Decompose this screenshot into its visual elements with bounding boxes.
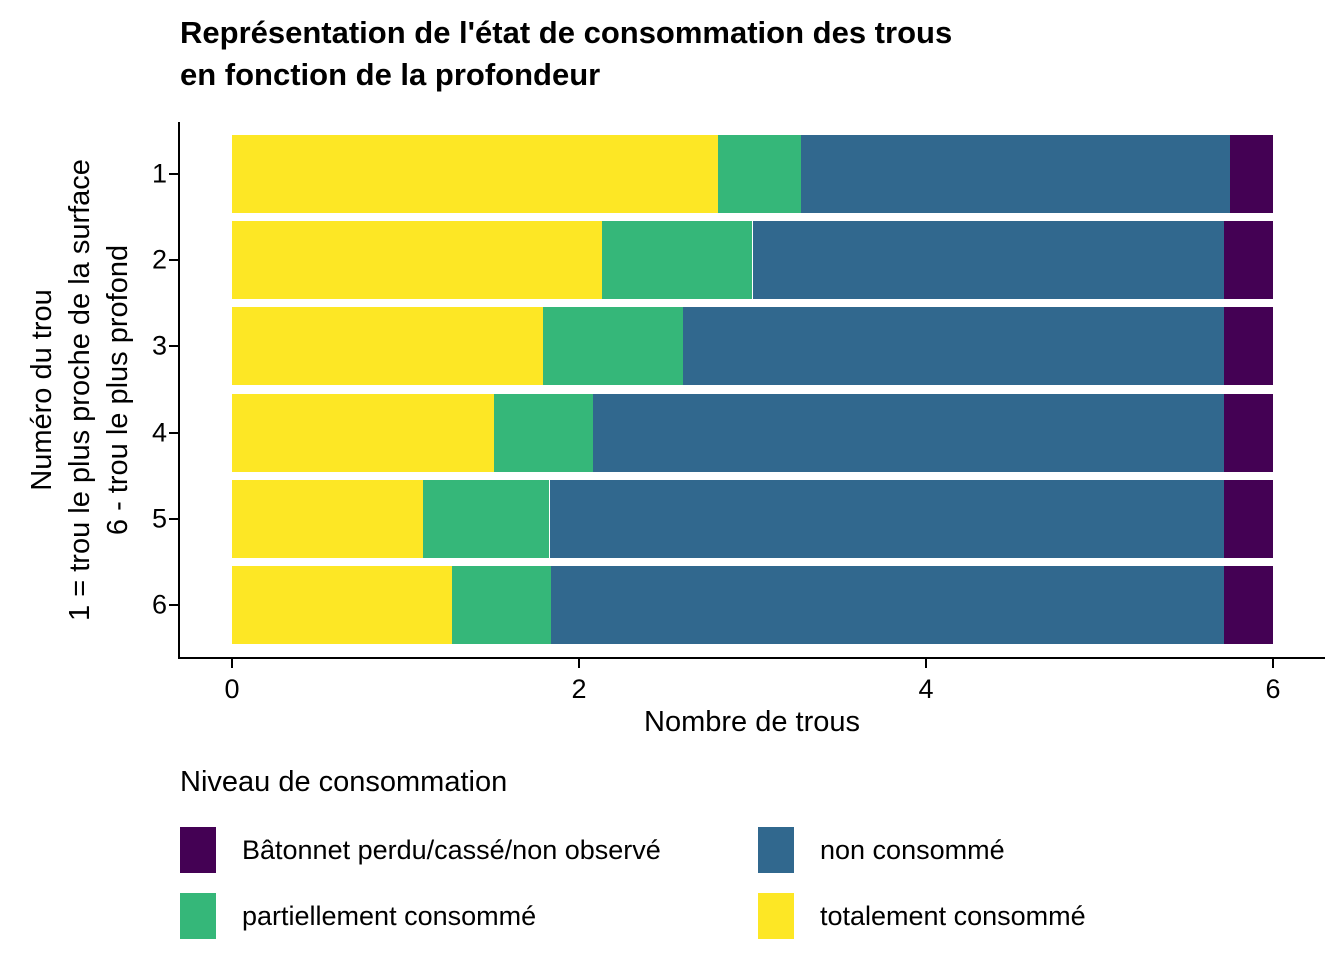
- legend-swatch-icon: [758, 827, 794, 873]
- bar-segment-1-partiellement-consomm-: [717, 135, 802, 213]
- bar-segment-4-b-tonnet-perdu-cass-non-observ-: [1224, 393, 1273, 472]
- x-axis-line: [178, 657, 1325, 659]
- legend-swatch-icon: [758, 893, 794, 939]
- bar-segment-3-b-tonnet-perdu-cass-non-observ-: [1224, 307, 1273, 386]
- x-tick-mark: [231, 659, 233, 668]
- x-tick-mark: [578, 659, 580, 668]
- y-axis-line: [178, 122, 180, 659]
- x-tick-mark: [1272, 659, 1274, 668]
- legend-title: Niveau de consommation: [180, 766, 508, 798]
- legend-grid: Bâtonnet perdu/cassé/non observé non cons…: [180, 827, 1086, 939]
- x-tick-mark: [925, 659, 927, 668]
- bar-segment-6-non-consomm-: [551, 566, 1225, 644]
- y-tick-label: 3: [151, 330, 167, 361]
- y-tick-label: 6: [151, 589, 167, 620]
- bar-segment-2-partiellement-consomm-: [601, 221, 753, 300]
- legend-item-1: non consommé: [758, 827, 1086, 873]
- y-tick-mark: [169, 173, 178, 175]
- y-tick-mark: [169, 604, 178, 606]
- y-axis-title: Numéro du trou 1 = trou le plus proche d…: [23, 159, 137, 621]
- chart-title: Représentation de l'état de consommation…: [180, 12, 952, 96]
- bar-segment-2-b-tonnet-perdu-cass-non-observ-: [1224, 221, 1273, 300]
- y-tick-mark: [169, 517, 178, 520]
- y-tick-label: 2: [151, 244, 167, 275]
- x-axis-title: Nombre de trous: [644, 706, 860, 738]
- bar-segment-6-totalement-consomm-: [232, 566, 453, 644]
- legend-label: non consommé: [820, 834, 1005, 865]
- chart-title-line2: en fonction de la profondeur: [180, 57, 601, 92]
- bar-segment-5-b-tonnet-perdu-cass-non-observ-: [1224, 479, 1273, 558]
- bar-segment-4-non-consomm-: [592, 393, 1225, 472]
- y-axis-title-line2: 1 = trou le plus proche de la surface: [64, 159, 96, 621]
- bar-segment-2-totalement-consomm-: [232, 221, 602, 300]
- bar-segment-1-non-consomm-: [801, 135, 1230, 213]
- legend-swatch-icon: [180, 827, 216, 873]
- x-tick-label: 2: [571, 674, 587, 704]
- y-tick-label: 5: [151, 503, 167, 534]
- legend-item-2: partiellement consommé: [180, 893, 758, 939]
- legend-swatch-icon: [180, 893, 216, 939]
- bar-segment-4-totalement-consomm-: [232, 393, 494, 472]
- legend: Niveau de consommation Bâtonnet perdu/ca…: [180, 766, 1086, 939]
- y-tick-label: 1: [151, 158, 167, 189]
- legend-label: totalement consommé: [820, 900, 1086, 931]
- bar-segment-3-non-consomm-: [683, 307, 1225, 386]
- y-tick-mark: [169, 345, 178, 348]
- legend-item-3: totalement consommé: [758, 893, 1086, 939]
- bar-segment-1-b-tonnet-perdu-cass-non-observ-: [1229, 135, 1273, 213]
- legend-item-0: Bâtonnet perdu/cassé/non observé: [180, 827, 758, 873]
- bar-segment-5-totalement-consomm-: [232, 479, 423, 558]
- y-tick-mark: [169, 431, 178, 434]
- y-axis-title-line3: 6 - trou le plus profond: [102, 244, 134, 536]
- x-tick-label: 6: [1265, 674, 1281, 704]
- legend-label: partiellement consommé: [242, 900, 537, 931]
- bar-segment-4-partiellement-consomm-: [493, 393, 593, 472]
- bar-segment-3-totalement-consomm-: [232, 307, 543, 386]
- bar-segment-2-non-consomm-: [752, 221, 1225, 300]
- bar-segment-5-non-consomm-: [549, 479, 1225, 558]
- x-tick-label: 0: [224, 674, 240, 704]
- x-tick-label: 4: [918, 674, 934, 704]
- bar-segment-3-partiellement-consomm-: [542, 307, 684, 386]
- plot-panel: 1 2 3 4 5 6 0 2 4 6: [152, 122, 1325, 704]
- bar-segment-5-partiellement-consomm-: [422, 479, 550, 558]
- y-tick-mark: [169, 259, 178, 262]
- legend-label: Bâtonnet perdu/cassé/non observé: [242, 834, 661, 865]
- bar-segment-6-partiellement-consomm-: [452, 566, 552, 644]
- bar-segment-1-totalement-consomm-: [232, 135, 718, 213]
- chart-title-line1: Représentation de l'état de consommation…: [180, 15, 953, 50]
- y-tick-label: 4: [151, 417, 167, 448]
- bar-segment-6-b-tonnet-perdu-cass-non-observ-: [1224, 566, 1273, 644]
- y-axis-title-line1: Numéro du trou: [26, 289, 58, 491]
